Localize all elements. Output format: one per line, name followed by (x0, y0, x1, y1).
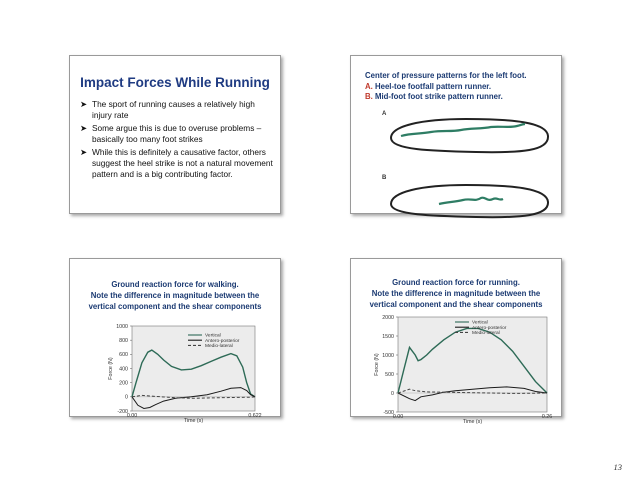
y-axis-label: Force (N) (374, 353, 380, 376)
x-tick-label: 0.622 (248, 413, 261, 419)
y-tick-label: 1500 (382, 334, 394, 340)
pressure-path-b (439, 198, 503, 204)
legend-label: Vertical (205, 333, 221, 339)
slide-grf-running: Ground reaction force for running. Note … (350, 258, 562, 417)
y-tick-label: 600 (119, 352, 128, 358)
x-tick-label: 0.00 (127, 413, 137, 419)
bullet-text: The sport of running causes a relatively… (92, 99, 255, 120)
arrow-bullet-icon: ➤ (80, 147, 87, 158)
slide-impact-forces: Impact Forces While Running ➤ The sport o… (69, 55, 281, 214)
legend-label: Medio-lateral (472, 330, 500, 336)
legend-label: Antero-posterior (472, 325, 507, 331)
y-tick-label: 500 (385, 372, 394, 378)
y-tick-label: 0 (125, 395, 128, 401)
page-number: 13 (614, 462, 623, 472)
y-axis-label: Force (N) (108, 357, 114, 380)
arrow-bullet-icon: ➤ (80, 123, 87, 134)
legend-label: Antero-posterior (205, 338, 240, 344)
slide-title: Impact Forces While Running (70, 75, 280, 90)
y-tick-label: 200 (119, 380, 128, 386)
legend-label: Medio-lateral (205, 343, 233, 349)
slide-grf-walking: Ground reaction force for walking. Note … (69, 258, 281, 417)
bullet-item: ➤ The sport of running causes a relativel… (80, 99, 275, 120)
y-tick-label: 2000 (382, 315, 394, 321)
slide-center-of-pressure: Center of pressure patterns for the left… (350, 55, 562, 214)
bullet-list: ➤ The sport of running causes a relativel… (80, 99, 275, 182)
x-tick-label: 0.00 (393, 414, 403, 420)
pressure-path-a (401, 124, 525, 136)
x-axis-label: Time (s) (463, 419, 482, 425)
y-tick-label: 400 (119, 366, 128, 372)
bullet-item: ➤ While this is definitely a causative fa… (80, 147, 275, 179)
x-tick-label: 0.26 (542, 414, 552, 420)
bullet-item: ➤ Some argue this is due to overuse probl… (80, 123, 275, 144)
bullet-text: Some argue this is due to overuse proble… (92, 123, 261, 144)
arrow-bullet-icon: ➤ (80, 99, 87, 110)
x-axis-label: Time (s) (184, 418, 203, 424)
y-tick-label: 1000 (382, 353, 394, 359)
y-tick-label: 0 (391, 391, 394, 397)
footprint-figure (351, 56, 561, 213)
y-tick-label: 1000 (116, 324, 128, 330)
footprint-b-outline (391, 185, 548, 217)
legend-label: Vertical (472, 320, 488, 326)
bullet-text: While this is definitely a causative fac… (92, 147, 273, 178)
y-tick-label: 800 (119, 338, 128, 344)
